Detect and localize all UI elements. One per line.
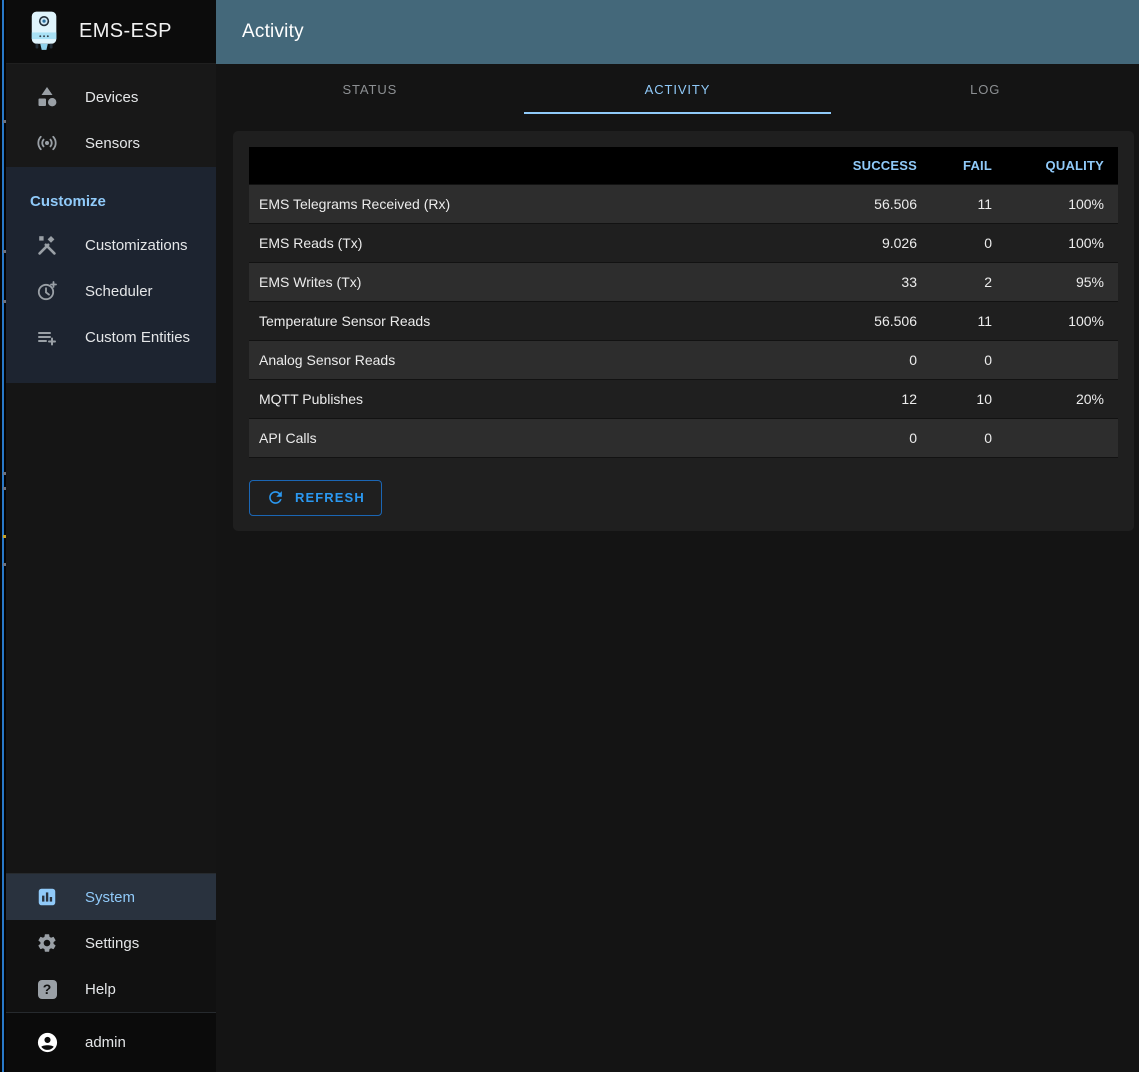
gear-icon xyxy=(35,931,59,955)
sidebar-item-label: Settings xyxy=(85,934,140,952)
sidebar-spacer xyxy=(6,383,216,873)
sidebar-bottom-section: System Settings ? Help xyxy=(6,873,216,1012)
sidebar-item-label: System xyxy=(85,888,136,906)
table-row: EMS Reads (Tx) 9.026 0 100% xyxy=(249,222,1118,262)
row-success: 33 xyxy=(811,261,931,301)
sidebar-item-label: Customizations xyxy=(85,236,188,254)
row-fail: 0 xyxy=(931,417,1006,457)
row-quality: 95% xyxy=(1006,261,1118,301)
row-fail: 11 xyxy=(931,183,1006,223)
sidebar-item-label: Help xyxy=(85,980,116,998)
row-fail: 0 xyxy=(931,339,1006,379)
row-label: Analog Sensor Reads xyxy=(249,339,811,379)
tab-bar: STATUS ACTIVITY LOG xyxy=(216,64,1139,114)
table-row: Analog Sensor Reads 0 0 xyxy=(249,339,1118,379)
page-title: Activity xyxy=(242,21,304,42)
activity-card: SUCCESS FAIL QUALITY EMS Telegrams Recei… xyxy=(233,131,1134,531)
column-header-quality: QUALITY xyxy=(1006,147,1118,184)
minimap-speck xyxy=(3,250,6,253)
row-label: MQTT Publishes xyxy=(249,378,811,418)
window-edge xyxy=(0,0,6,1072)
tab-log[interactable]: LOG xyxy=(970,81,1001,97)
appbar: Activity xyxy=(216,0,1139,64)
row-label: EMS Telegrams Received (Rx) xyxy=(249,183,811,223)
sidebar-item-scheduler[interactable]: Scheduler xyxy=(6,268,216,314)
customize-section-header: Customize xyxy=(30,193,106,210)
sidebar-item-label: Devices xyxy=(85,88,139,106)
row-success: 56.506 xyxy=(811,183,931,223)
app-title: EMS-ESP xyxy=(79,20,172,42)
minimap-speck xyxy=(3,535,6,538)
sidebar-item-label: Scheduler xyxy=(85,282,153,300)
table-row: EMS Writes (Tx) 33 2 95% xyxy=(249,261,1118,301)
row-fail: 0 xyxy=(931,222,1006,262)
tools-icon xyxy=(35,233,59,257)
row-success: 56.506 xyxy=(811,300,931,340)
row-fail: 10 xyxy=(931,378,1006,418)
row-success: 12 xyxy=(811,378,931,418)
sidebar: EMS-ESP Devices xyxy=(6,0,216,1072)
table-row: EMS Telegrams Received (Rx) 56.506 11 10… xyxy=(249,183,1118,223)
refresh-icon xyxy=(266,488,285,507)
clock-plus-icon xyxy=(35,279,59,303)
sidebar-item-label: Custom Entities xyxy=(85,328,191,346)
bar-chart-icon xyxy=(35,885,59,909)
sidebar-item-custom-entities[interactable]: Custom Entities xyxy=(6,314,216,360)
row-label: Temperature Sensor Reads xyxy=(249,300,811,340)
row-success: 0 xyxy=(811,339,931,379)
row-quality xyxy=(1006,417,1118,457)
boiler-logo-icon xyxy=(28,10,62,53)
devices-icon xyxy=(35,85,59,109)
table-header-row: SUCCESS FAIL QUALITY xyxy=(249,147,1118,184)
row-quality: 100% xyxy=(1006,300,1118,340)
row-success: 0 xyxy=(811,417,931,457)
row-quality: 100% xyxy=(1006,183,1118,223)
minimap-speck xyxy=(3,563,6,566)
row-success: 9.026 xyxy=(811,222,931,262)
sidebar-item-devices[interactable]: Devices xyxy=(6,74,216,120)
sensors-icon xyxy=(35,131,59,155)
user-name: admin xyxy=(85,1034,126,1051)
tab-status[interactable]: STATUS xyxy=(342,81,398,97)
row-quality xyxy=(1006,339,1118,379)
row-quality: 100% xyxy=(1006,222,1118,262)
table-row: Temperature Sensor Reads 56.506 11 100% xyxy=(249,300,1118,340)
row-label: EMS Reads (Tx) xyxy=(249,222,811,262)
minimap-speck xyxy=(3,487,6,490)
sidebar-item-system[interactable]: System xyxy=(6,874,216,920)
refresh-button[interactable]: REFRESH xyxy=(249,479,382,516)
sidebar-item-customizations[interactable]: Customizations xyxy=(6,222,216,268)
minimap-speck xyxy=(3,472,6,475)
table-row: MQTT Publishes 12 10 20% xyxy=(249,378,1118,418)
logo-bar: EMS-ESP xyxy=(6,0,216,64)
playlist-add-icon xyxy=(35,325,59,349)
refresh-button-label: REFRESH xyxy=(295,490,365,505)
table-row: API Calls 0 0 xyxy=(249,417,1118,457)
sidebar-item-help[interactable]: ? Help xyxy=(6,966,216,1012)
row-label: EMS Writes (Tx) xyxy=(249,261,811,301)
question-mark-glyph: ? xyxy=(37,979,57,999)
row-label: API Calls xyxy=(249,417,811,457)
help-icon: ? xyxy=(35,977,59,1001)
sidebar-item-user[interactable]: admin xyxy=(6,1013,126,1072)
column-header-success: SUCCESS xyxy=(811,147,931,184)
account-icon xyxy=(35,1031,59,1055)
sidebar-item-label: Sensors xyxy=(85,134,141,152)
sidebar-customize-section: Customize Customizations xyxy=(6,167,216,383)
activity-table: SUCCESS FAIL QUALITY EMS Telegrams Recei… xyxy=(249,147,1118,458)
minimap-speck xyxy=(3,300,6,303)
row-fail: 2 xyxy=(931,261,1006,301)
minimap-speck xyxy=(3,120,6,123)
sidebar-main-section: Devices Sensors xyxy=(6,64,216,167)
row-quality: 20% xyxy=(1006,378,1118,418)
main-area: Activity STATUS ACTIVITY LOG SUCCESS FAI… xyxy=(216,0,1139,1072)
column-header-fail: FAIL xyxy=(931,147,1006,184)
sidebar-user-section: admin xyxy=(6,1012,216,1072)
column-header-name xyxy=(249,147,811,184)
sidebar-item-sensors[interactable]: Sensors xyxy=(6,120,216,166)
sidebar-item-settings[interactable]: Settings xyxy=(6,920,216,966)
tab-activity[interactable]: ACTIVITY xyxy=(523,64,832,114)
row-fail: 11 xyxy=(931,300,1006,340)
